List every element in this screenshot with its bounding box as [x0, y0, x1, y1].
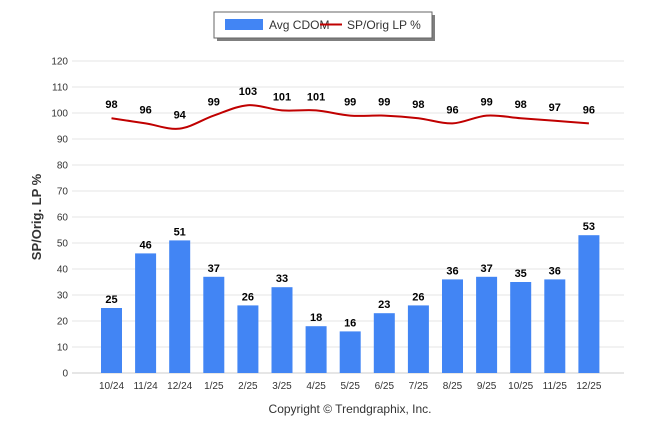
bar-data-label: 35	[515, 268, 527, 280]
x-tick-label: 3/25	[272, 381, 292, 392]
x-tick-label: 5/25	[340, 381, 360, 392]
bar-data-label: 16	[344, 317, 356, 329]
line-data-label: 96	[583, 104, 595, 116]
y-tick-label: 70	[57, 187, 69, 198]
line-data-label: 103	[239, 86, 257, 98]
bar-avg-cdom	[442, 279, 463, 373]
bar-data-label: 18	[310, 312, 322, 324]
bar-data-label: 53	[583, 221, 595, 233]
bar-avg-cdom	[578, 235, 600, 373]
x-tick-label: 8/25	[443, 381, 463, 392]
x-tick-label: 12/24	[167, 381, 192, 392]
legend-label-avg-cdom: Avg CDOM	[269, 18, 329, 32]
bar-avg-cdom	[101, 308, 122, 373]
line-data-label: 98	[515, 99, 527, 111]
y-tick-label: 40	[57, 265, 69, 276]
x-tick-label: 9/25	[477, 381, 497, 392]
bar-data-label: 25	[105, 294, 117, 306]
x-tick-label: 10/25	[508, 381, 533, 392]
bar-avg-cdom	[339, 331, 361, 373]
y-tick-label: 90	[57, 135, 69, 146]
bar-avg-cdom	[305, 326, 327, 373]
x-tick-label: 7/25	[409, 381, 429, 392]
bar-data-label: 26	[242, 291, 254, 303]
bar-data-label: 37	[208, 263, 220, 275]
y-tick-label: 30	[57, 291, 69, 302]
bar-avg-cdom	[407, 305, 429, 373]
line-data-label: 97	[549, 102, 561, 114]
x-tick-label: 10/24	[99, 381, 124, 392]
bar-avg-cdom	[544, 279, 566, 373]
x-tick-labels: 10/24 11/24 12/24 1/25 2/25 3/25 4/25 5/25 6/25 7…	[99, 381, 602, 392]
line-data-label: 99	[208, 97, 220, 109]
bar-avg-cdom	[135, 253, 157, 373]
y-tick-label: 80	[57, 161, 69, 172]
bar-avg-cdom	[237, 305, 259, 373]
bar-avg-cdom	[169, 240, 191, 373]
y-tick-label: 10	[57, 343, 69, 354]
y-axis-title: SP/Orig. LP %	[29, 173, 44, 260]
legend-label-sp-orig-lp: SP/Orig LP %	[347, 18, 421, 32]
line-data-label: 96	[139, 104, 151, 116]
bar-data-label: 23	[378, 299, 390, 311]
x-tick-label: 1/25	[204, 381, 224, 392]
legend-swatch-avg-cdom	[225, 19, 263, 30]
line-data-label: 98	[412, 99, 424, 111]
y-tick-labels: 0 10 20 30 40 50 60 70 80 90 100 110 120	[51, 57, 68, 380]
line-data-labels: 98 96 94 99 103 101 101 99 99 98 96 99 98 97 96	[105, 86, 595, 121]
bar-avg-cdom	[271, 287, 293, 373]
bar-avg-cdom	[373, 313, 395, 373]
bar-data-label: 36	[446, 265, 458, 277]
y-tick-label: 120	[51, 57, 68, 68]
y-tick-label: 60	[57, 213, 69, 224]
x-tick-label: 12/25	[576, 381, 601, 392]
bar-data-label: 36	[549, 265, 561, 277]
legend: Avg CDOM SP/Orig LP %	[213, 11, 435, 41]
copyright-footer: Copyright © Trendgraphix, Inc.	[269, 402, 432, 416]
y-tick-label: 20	[57, 317, 69, 328]
gridlines	[72, 60, 624, 348]
y-tick-label: 50	[57, 239, 69, 250]
line-data-label: 101	[273, 91, 291, 103]
line-data-label: 94	[174, 110, 187, 122]
x-tick-label: 4/25	[306, 381, 326, 392]
line-data-label: 99	[344, 97, 356, 109]
x-tick-label: 6/25	[375, 381, 395, 392]
x-tick-label: 11/24	[133, 381, 158, 392]
x-tick-label: 11/25	[543, 381, 568, 392]
bar-data-label: 37	[480, 263, 492, 275]
line-data-label: 96	[446, 104, 458, 116]
y-tick-label: 0	[62, 369, 68, 380]
line-data-label: 99	[480, 97, 492, 109]
bar-data-label: 26	[412, 291, 424, 303]
bar-avg-cdom	[510, 282, 532, 373]
bar-data-label: 33	[276, 273, 288, 285]
y-tick-label: 100	[51, 109, 68, 120]
line-data-label: 98	[105, 99, 117, 111]
bar-data-label: 51	[174, 226, 186, 238]
line-data-label: 101	[307, 91, 325, 103]
y-tick-label: 110	[52, 83, 68, 94]
sp-orig-lp-line	[111, 104, 589, 130]
line-data-label: 99	[378, 97, 390, 109]
bars	[101, 235, 600, 373]
bar-avg-cdom	[203, 276, 225, 373]
bar-data-labels: 25 46 51 37 26 33 18 16 23 26 36 37 35 36 53	[105, 221, 595, 329]
x-tick-label: 2/25	[238, 381, 258, 392]
bar-data-label: 46	[139, 239, 151, 251]
bar-avg-cdom	[476, 276, 498, 373]
